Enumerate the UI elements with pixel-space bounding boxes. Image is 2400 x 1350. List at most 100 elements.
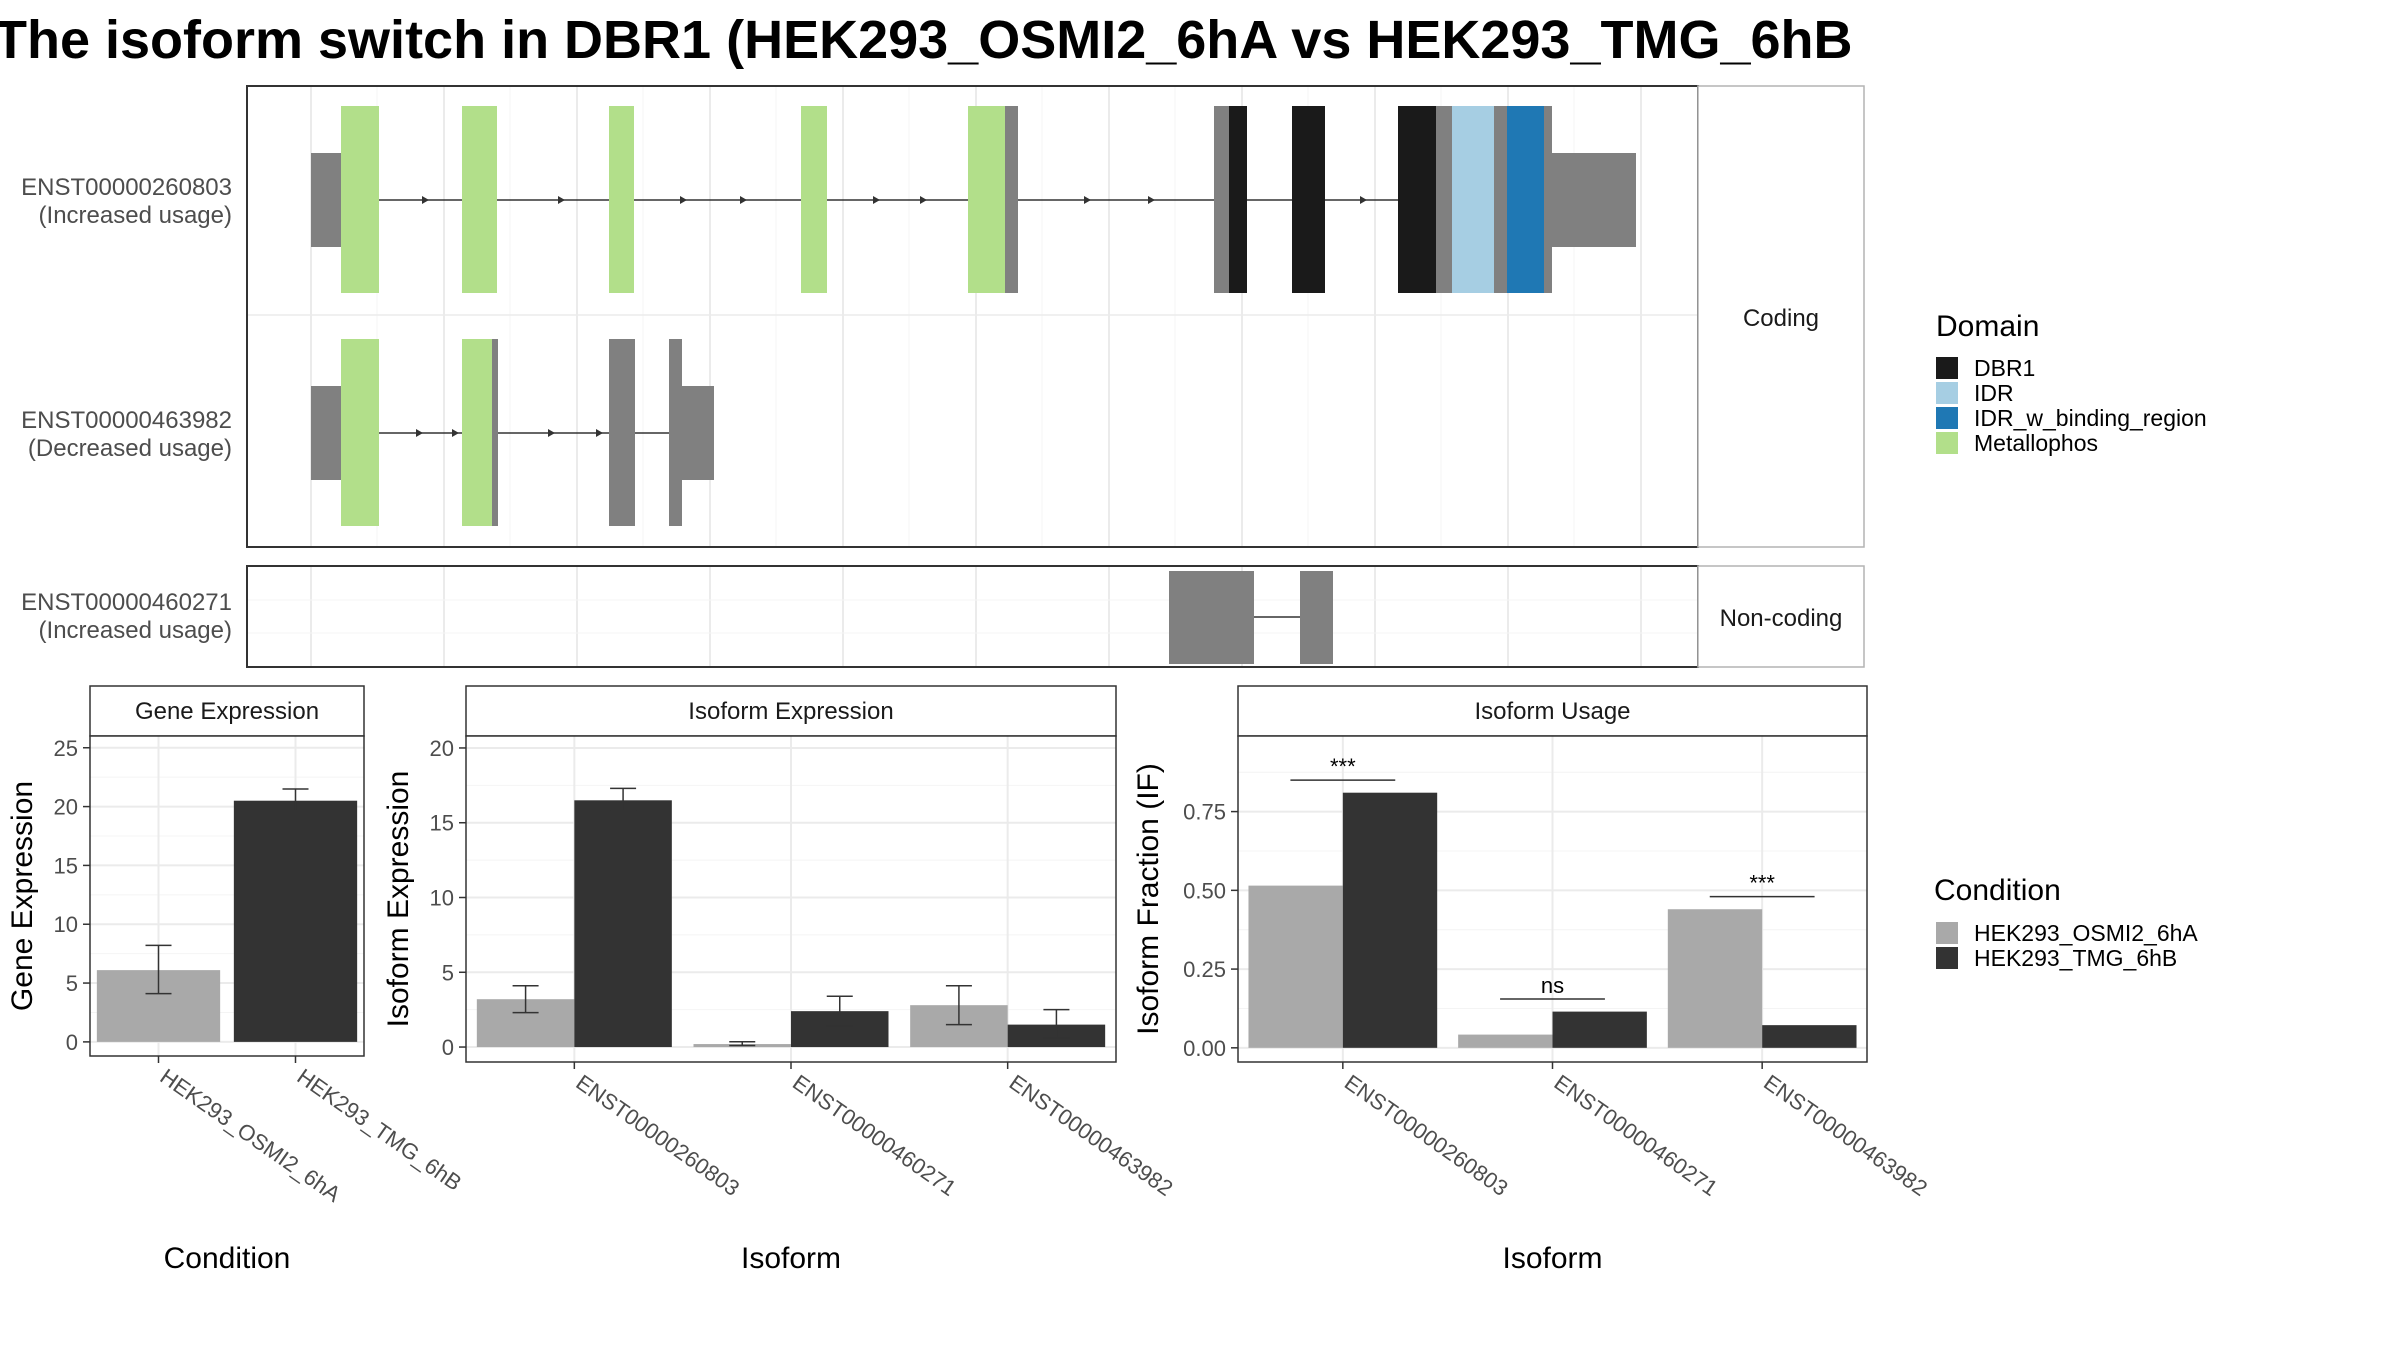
x-axis-title: Condition <box>164 1242 291 1275</box>
transcript-label-usage: (Increased usage) <box>39 617 232 644</box>
y-tick-label: 5 <box>66 971 78 996</box>
coding-strip <box>1697 85 1865 548</box>
dbr1-exon <box>1292 106 1325 293</box>
legend-key-cond-b <box>1936 947 1958 969</box>
y-tick-label: 10 <box>54 912 78 937</box>
y-tick-label: 15 <box>54 853 78 878</box>
transcript-label-usage: (Increased usage) <box>39 202 232 229</box>
y-tick-label: 10 <box>430 886 454 911</box>
utr-exon <box>311 386 341 480</box>
metallophos-exon <box>801 106 827 293</box>
metallophos-exon <box>968 106 1005 293</box>
panel-title: Isoform Expression <box>688 698 893 725</box>
direction-arrow <box>416 429 423 437</box>
dbr1-exon <box>1229 106 1247 293</box>
bar <box>574 800 672 1048</box>
y-tick-label: 5 <box>442 960 454 985</box>
panel-title: Gene Expression <box>135 698 319 725</box>
domain-legend: Domain DBR1 IDR IDR_w_binding_region Met… <box>1936 310 2207 456</box>
panel-strip <box>465 685 1117 737</box>
exon <box>1494 106 1507 293</box>
exon <box>1169 571 1254 664</box>
direction-arrow <box>920 196 927 204</box>
x-tick-label: ENST00000460271 <box>1550 1070 1723 1201</box>
direction-arrow <box>548 429 555 437</box>
domain-legend-title: Domain <box>1936 310 2039 343</box>
legend-item-cond-b: HEK293_TMG_6hB <box>1974 945 2177 971</box>
direction-arrow <box>558 196 565 204</box>
direction-arrow <box>596 429 603 437</box>
exon <box>492 339 498 526</box>
bar <box>1762 1025 1857 1048</box>
legend-item-metallophos: Metallophos <box>1974 430 2098 456</box>
transcript-label-id: ENST00000260803 <box>21 174 232 201</box>
bar <box>1667 909 1763 1048</box>
y-tick-label: 25 <box>54 736 78 761</box>
direction-arrow <box>452 429 459 437</box>
exon <box>1005 106 1018 293</box>
legend-item-cond-a: HEK293_OSMI2_6hA <box>1974 920 2198 946</box>
transcript-enst00000460271 <box>1169 571 1333 664</box>
legend-key-cond-a <box>1936 922 1958 944</box>
panel-frame <box>89 735 365 1057</box>
metallophos-exon <box>462 106 497 293</box>
y-tick-label: 0.25 <box>1183 957 1226 982</box>
y-tick-label: 0.75 <box>1183 800 1226 825</box>
metallophos-exon <box>462 339 492 526</box>
utr-exon <box>1552 153 1636 247</box>
y-tick-label: 15 <box>430 811 454 836</box>
condition-legend: Condition HEK293_OSMI2_6hA HEK293_TMG_6h… <box>1934 874 2198 971</box>
direction-arrow <box>680 196 687 204</box>
legend-item-idr-binding: IDR_w_binding_region <box>1974 405 2207 431</box>
utr-exon <box>682 386 714 480</box>
x-axis-title: Isoform <box>1502 1242 1602 1275</box>
transcript-enst00000260803 <box>311 106 1636 293</box>
x-axis-title: Isoform <box>741 1242 841 1275</box>
y-tick-label: 0.00 <box>1183 1036 1226 1061</box>
y-tick-label: 0.50 <box>1183 878 1226 903</box>
isoform-expression-chart: Isoform Expression 0 5 10 15 20 ENST0000026080… <box>382 685 1178 1275</box>
bar <box>233 800 358 1042</box>
significance-label: ns <box>1541 973 1564 998</box>
coding-strip-label: Coding <box>1743 305 1819 332</box>
exon <box>1544 106 1552 293</box>
legend-key-idr <box>1936 382 1958 404</box>
intron-arrows <box>422 196 1367 204</box>
exon <box>669 339 682 526</box>
utr-exon <box>311 153 341 247</box>
direction-arrow <box>1360 196 1367 204</box>
significance-label: *** <box>1749 871 1775 896</box>
exon <box>1300 571 1333 664</box>
intron-arrows <box>416 429 603 437</box>
transcript-label-usage: (Decreased usage) <box>28 435 232 462</box>
panel-strip <box>89 685 365 737</box>
y-axis-title: Gene Expression <box>6 781 39 1011</box>
dbr1-exon <box>1398 106 1436 293</box>
y-tick-label: 20 <box>430 736 454 761</box>
bar <box>1342 792 1438 1048</box>
x-tick-label: ENST00000463982 <box>1759 1070 1932 1201</box>
x-tick-label: ENST00000260803 <box>571 1070 744 1201</box>
condition-legend-title: Condition <box>1934 874 2061 907</box>
direction-arrow <box>422 196 429 204</box>
direction-arrow <box>740 196 747 204</box>
x-tick-label: ENST00000463982 <box>1005 1070 1178 1201</box>
idr-binding-region-exon <box>1507 106 1544 293</box>
bar <box>1552 1011 1647 1048</box>
noncoding-panel-frame <box>246 565 1699 668</box>
bar <box>1248 885 1343 1048</box>
panel-strip <box>1237 685 1868 737</box>
exon <box>609 339 635 526</box>
legend-key-dbr1 <box>1936 357 1958 379</box>
direction-arrow <box>873 196 880 204</box>
y-axis-title: Isoform Expression <box>382 771 415 1028</box>
y-tick-label: 20 <box>54 795 78 820</box>
legend-key-idr-binding <box>1936 407 1958 429</box>
legend-key-metallophos <box>1936 432 1958 454</box>
transcript-enst00000463982 <box>311 339 714 526</box>
noncoding-strip-label: Non-coding <box>1720 605 1843 632</box>
direction-arrow <box>1148 196 1155 204</box>
exon <box>1436 106 1452 293</box>
metallophos-exon <box>341 339 379 526</box>
